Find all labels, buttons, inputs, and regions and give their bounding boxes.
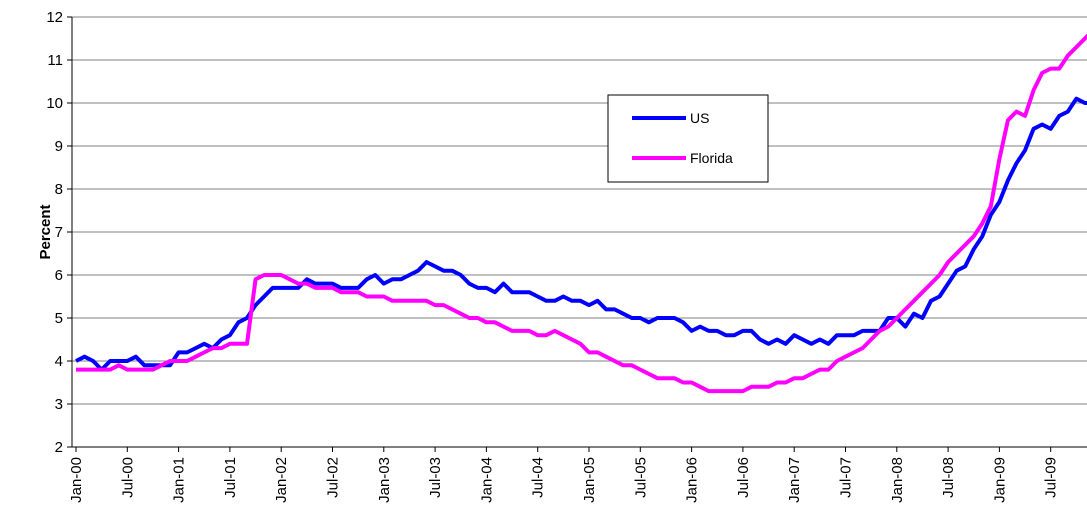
legend-label: US (690, 110, 709, 126)
x-tick-label: Jul-05 (632, 457, 649, 498)
y-tick-label: 7 (55, 224, 63, 241)
x-tick-label: Jul-08 (940, 457, 957, 498)
x-tick-label: Jan-04 (478, 457, 495, 503)
y-tick-label: 9 (55, 138, 63, 155)
legend-label: Florida (690, 150, 733, 166)
x-tick-label: Jul-04 (530, 457, 547, 498)
x-tick-label: Jan-03 (376, 457, 393, 503)
x-tick-label: Jan-00 (68, 457, 85, 503)
y-tick-label: 2 (55, 439, 63, 456)
y-tick-label: 4 (55, 353, 63, 370)
plot-area (75, 33, 1087, 394)
x-tick-label: Jan-08 (889, 457, 906, 503)
x-tick-label: Jul-00 (119, 457, 136, 498)
x-tick-label: Jan-09 (991, 457, 1008, 503)
y-axis-label: Percent (37, 204, 54, 259)
x-tick-label: Jan-06 (684, 457, 701, 503)
y-tick-label: 8 (55, 181, 63, 198)
x-tick-label: Jul-02 (325, 457, 342, 498)
y-tick-label: 11 (47, 52, 63, 69)
y-tick-label: 12 (46, 9, 63, 26)
x-tick-label: Jan-02 (273, 457, 290, 503)
x-tick-label: Jul-07 (838, 457, 855, 498)
x-tick-label: Jan-05 (581, 457, 598, 503)
x-tick-label: Jan-07 (786, 457, 803, 503)
legend-box (607, 94, 769, 183)
y-tick-label: 3 (55, 396, 63, 413)
y-tick-label: 10 (46, 95, 63, 112)
y-tick-label: 5 (55, 310, 63, 327)
x-tick-label: Jul-06 (735, 457, 752, 498)
x-tick-label: Jul-01 (222, 457, 239, 498)
y-tick-label: 6 (55, 267, 63, 284)
x-tick-label: Jul-03 (427, 457, 444, 498)
series-line (75, 96, 1087, 372)
series-line (76, 33, 1087, 394)
x-tick-label: Jan-01 (171, 457, 188, 503)
x-tick-label: Jul-09 (1043, 457, 1060, 498)
